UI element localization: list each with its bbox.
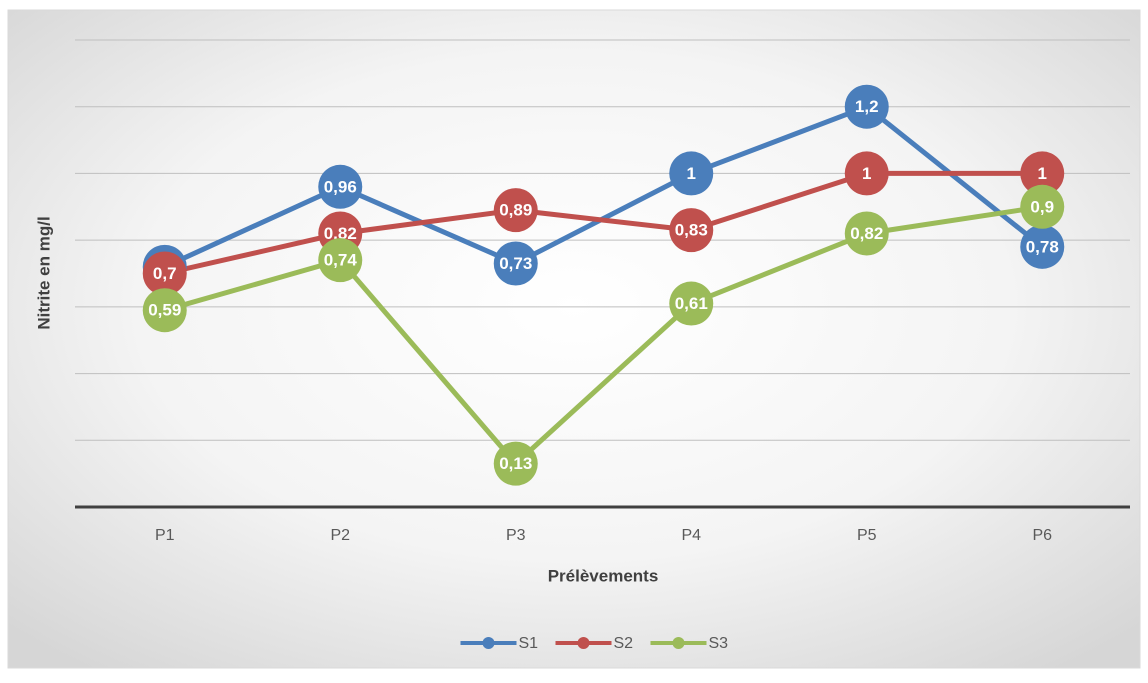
data-point (669, 151, 714, 196)
data-point (142, 251, 187, 296)
x-tick-label: P4 (681, 527, 701, 544)
legend-marker (577, 637, 590, 649)
data-point (493, 441, 538, 486)
data-point (669, 208, 714, 253)
x-tick-label: P5 (857, 527, 877, 544)
data-label: 0,96 (324, 177, 357, 196)
data-point (1020, 151, 1065, 196)
data-label: 1 (687, 164, 696, 183)
data-label: 0,13 (499, 454, 532, 473)
data-label: 0,7 (153, 264, 177, 283)
legend-label: S1 (519, 635, 539, 652)
data-label: 0,59 (148, 301, 181, 320)
legend-label: S3 (709, 635, 729, 652)
data-point (1020, 184, 1065, 229)
x-tick-label: P1 (155, 527, 175, 544)
data-point (493, 188, 538, 233)
data-label: 0,74 (324, 251, 358, 270)
legend-marker (482, 637, 495, 649)
data-label: 1 (862, 164, 871, 183)
data-label: 0,9 (1030, 197, 1054, 216)
data-label: 0,73 (499, 254, 532, 273)
series-line (164, 204, 1043, 467)
data-label: 1 (1038, 164, 1047, 183)
x-tick-label: P2 (330, 527, 350, 544)
data-point (142, 288, 187, 333)
data-label: 0,82 (324, 224, 357, 243)
data-point (493, 241, 538, 286)
legend-marker (672, 637, 685, 649)
x-axis-title: Prélèvements (548, 566, 659, 585)
data-label: 0,61 (675, 294, 708, 313)
data-label: 0,82 (850, 224, 883, 243)
data-label: 0,78 (1026, 237, 1059, 256)
data-point (844, 84, 889, 129)
legend-label: S2 (614, 635, 634, 652)
x-tick-label: P6 (1032, 527, 1052, 544)
data-point (318, 238, 363, 283)
data-label: 0,89 (499, 201, 532, 220)
data-point (844, 151, 889, 196)
series-line (164, 170, 1043, 276)
y-axis-title: Nitrite en mg/l (34, 216, 53, 329)
data-label: 0,83 (675, 221, 708, 240)
data-point (1020, 224, 1065, 269)
data-point (669, 281, 714, 326)
x-tick-label: P3 (506, 527, 526, 544)
data-point (318, 164, 363, 209)
data-label: 1,2 (855, 97, 879, 116)
data-point (844, 211, 889, 256)
chart-frame (7, 9, 1141, 669)
